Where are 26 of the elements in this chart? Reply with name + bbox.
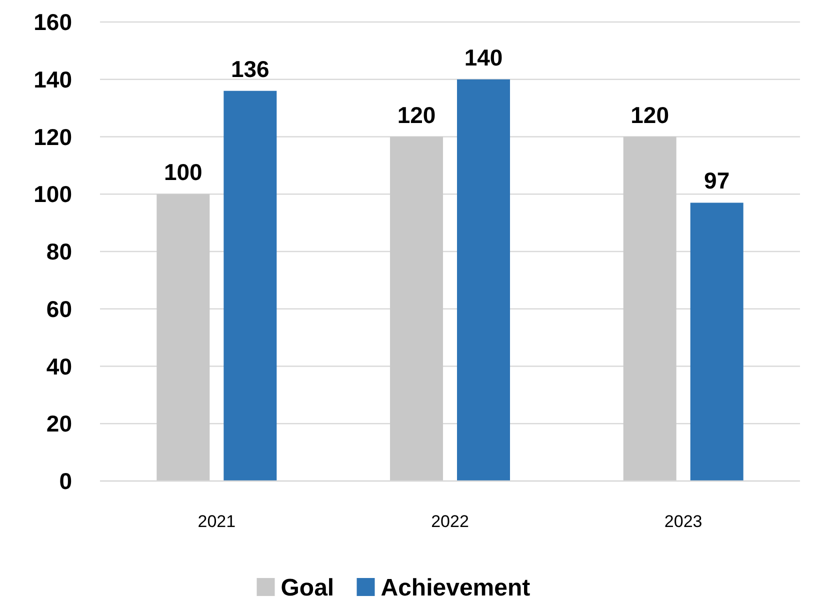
data-label: 120 <box>397 102 436 128</box>
y-tick-label: 160 <box>34 9 72 36</box>
data-label: 140 <box>464 44 503 70</box>
bar <box>156 194 210 481</box>
x-tick-label: 2021 <box>198 512 236 531</box>
data-label: 97 <box>704 168 730 194</box>
legend-label: Goal <box>280 574 334 602</box>
bar <box>690 202 744 481</box>
bar <box>390 136 443 481</box>
bar <box>224 90 277 481</box>
y-tick-label: 40 <box>46 353 72 380</box>
data-label: 120 <box>630 102 670 128</box>
data-label: 100 <box>164 159 202 186</box>
y-tick-label: 20 <box>46 410 72 437</box>
y-tick-label: 80 <box>46 238 72 265</box>
y-tick-label: 100 <box>34 181 72 208</box>
x-tick-label: 2022 <box>431 512 469 531</box>
y-tick-label: 60 <box>46 296 72 322</box>
y-tick-label: 140 <box>34 66 72 92</box>
data-label: 136 <box>230 56 270 82</box>
bar <box>623 136 676 481</box>
bar <box>457 79 510 481</box>
y-tick-label: 120 <box>34 124 72 150</box>
x-tick-label: 2023 <box>664 512 702 531</box>
legend-label: Achievement <box>380 574 530 602</box>
y-tick-label: 0 <box>59 468 72 494</box>
